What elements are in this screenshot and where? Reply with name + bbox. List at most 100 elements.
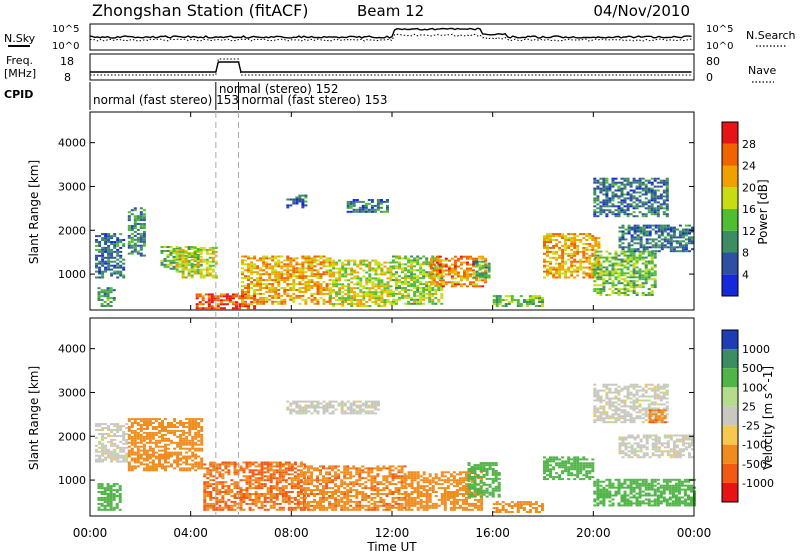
power-region-8 xyxy=(286,194,308,209)
velocity-region-2 xyxy=(127,418,204,472)
velocity-colorbar-tick-7: -1000 xyxy=(742,477,774,490)
velocity-colorbar-seg-5 xyxy=(722,425,738,445)
freq-label: Freq. xyxy=(6,54,33,67)
nave-right-tick-bottom: 0 xyxy=(706,71,713,84)
velocity-region-11 xyxy=(593,383,669,424)
xtick-label-3: 12:00 xyxy=(375,526,410,540)
power-colorbar-tick-2: 12 xyxy=(742,225,756,238)
mhz-label: [MHz] xyxy=(4,67,36,80)
freq-left-tick-top: 18 xyxy=(60,55,74,68)
xtick-label-5: 20:00 xyxy=(576,526,611,540)
velocity-colorbar-tick-2: 100 xyxy=(742,381,763,394)
velocity-colorbar: 1000 500 100 25 -25 -100 -500 -1000 xyxy=(721,329,774,503)
velocity-heatmap xyxy=(95,383,696,513)
velocity-colorbar-tick-1: 500 xyxy=(742,362,763,375)
nsearch-label: N.Search xyxy=(746,29,796,42)
velocity-region-13 xyxy=(648,409,667,424)
power-region-14 xyxy=(543,233,601,279)
noise-right-tick-bottom: 10^0 xyxy=(706,41,733,52)
power-colorbar-seg-7 xyxy=(722,122,738,144)
cpid-label: CPID xyxy=(4,88,33,101)
power-region-0 xyxy=(95,233,126,279)
power-region-17 xyxy=(618,224,694,253)
xtick-label-0: 00:00 xyxy=(73,526,108,540)
power-colorbar-frame xyxy=(721,121,739,297)
power-ylabel: Slant Range [km] xyxy=(27,160,41,264)
velocity-colorbar-tick-5: -100 xyxy=(742,439,767,452)
power-colorbar-seg-2 xyxy=(722,230,738,253)
velocity-region-0 xyxy=(95,423,129,463)
axes: 1000 2000 3000 4000 1000 2000 3000 4000 00:00 04:… xyxy=(58,112,711,540)
xtick-label-2: 08:00 xyxy=(274,526,309,540)
freq-trace xyxy=(90,61,692,73)
velocity-region-7 xyxy=(467,462,501,498)
power-colorbar-tick-5: 24 xyxy=(742,160,756,173)
power-colorbar-seg-1 xyxy=(722,252,738,275)
velocity-region-1 xyxy=(97,483,122,511)
velocity-region-4 xyxy=(303,465,407,511)
velocity-colorbar-seg-2 xyxy=(722,368,738,388)
xtick-label-4: 16:00 xyxy=(475,526,510,540)
velocity-region-9 xyxy=(543,456,595,481)
nsky-trace xyxy=(89,27,692,39)
velocity-colorbar-seg-3 xyxy=(722,387,738,407)
power-colorbar-tick-6: 28 xyxy=(742,138,756,151)
noise-right-tick-top: 10^5 xyxy=(706,24,733,35)
power-region-9 xyxy=(346,199,389,213)
velocity-colorbar-tick-6: -500 xyxy=(742,458,767,471)
mode-change-markers xyxy=(215,112,239,516)
date-label: 04/Nov/2010 xyxy=(593,2,690,20)
power-ytick-label-1: 2000 xyxy=(58,224,86,237)
velocity-ytick-label-2: 3000 xyxy=(58,386,86,399)
velocity-region-5 xyxy=(286,400,380,415)
velocity-colorbar-tick-4: -25 xyxy=(742,420,760,433)
freq-left-tick-bottom: 8 xyxy=(64,71,71,84)
power-region-12 xyxy=(472,260,491,279)
power-heatmap xyxy=(95,177,694,310)
cpid-label-1: normal (stereo) 152 xyxy=(219,82,339,96)
velocity-colorbar-seg-6 xyxy=(722,444,738,464)
velocity-colorbar-tick-3: 25 xyxy=(742,400,756,413)
power-region-13 xyxy=(492,295,544,307)
power-colorbar-seg-3 xyxy=(722,209,738,231)
power-region-6 xyxy=(241,255,332,305)
nave-right-tick-top: 80 xyxy=(706,55,720,68)
nsearch-trace xyxy=(90,33,692,42)
noise-left-tick-top: 10^5 xyxy=(52,24,79,35)
power-ytick-label-2: 3000 xyxy=(58,180,86,193)
power-region-4 xyxy=(175,246,218,279)
velocity-colorbar-seg-4 xyxy=(722,406,738,426)
xtick-label-6: 00:00 xyxy=(677,526,712,540)
velocity-ytick-label-3: 4000 xyxy=(58,343,86,356)
velocity-region-10 xyxy=(593,478,696,507)
nave-label: Nave xyxy=(748,64,776,77)
x-axis-label: Time UT xyxy=(366,540,417,554)
noise-panel-frame xyxy=(89,23,695,51)
velocity-colorbar-seg-7 xyxy=(722,463,738,483)
power-region-2 xyxy=(127,207,146,257)
freq-panel-frame xyxy=(89,53,695,81)
power-region-15 xyxy=(593,250,657,296)
power-colorbar-label: Power [dB] xyxy=(756,179,770,244)
velocity-ytick-label-0: 1000 xyxy=(58,474,86,487)
power-region-7 xyxy=(329,259,393,307)
power-region-16 xyxy=(593,177,669,218)
power-colorbar-tick-3: 16 xyxy=(742,203,756,216)
velocity-ylabel: Slant Range [km] xyxy=(27,366,41,470)
velocity-colorbar-label: Velocity [m s^-1] xyxy=(761,366,775,470)
power-ytick-label-3: 4000 xyxy=(58,137,86,150)
velocity-colorbar-frame xyxy=(721,329,739,503)
power-colorbar-seg-6 xyxy=(722,143,738,166)
power-colorbar-tick-4: 20 xyxy=(742,181,756,194)
noise-left-tick-bottom: 10^0 xyxy=(52,41,79,52)
cpid-label-0: normal (fast stereo) 153 xyxy=(93,93,239,107)
velocity-region-8 xyxy=(492,501,544,513)
velocity-region-3 xyxy=(203,461,306,511)
xtick-label-1: 04:00 xyxy=(173,526,208,540)
velocity-colorbar-seg-0 xyxy=(722,330,738,350)
velocity-colorbar-tick-0: 1000 xyxy=(742,343,770,356)
power-ytick-label-0: 1000 xyxy=(58,268,86,281)
power-colorbar-seg-4 xyxy=(722,187,738,210)
